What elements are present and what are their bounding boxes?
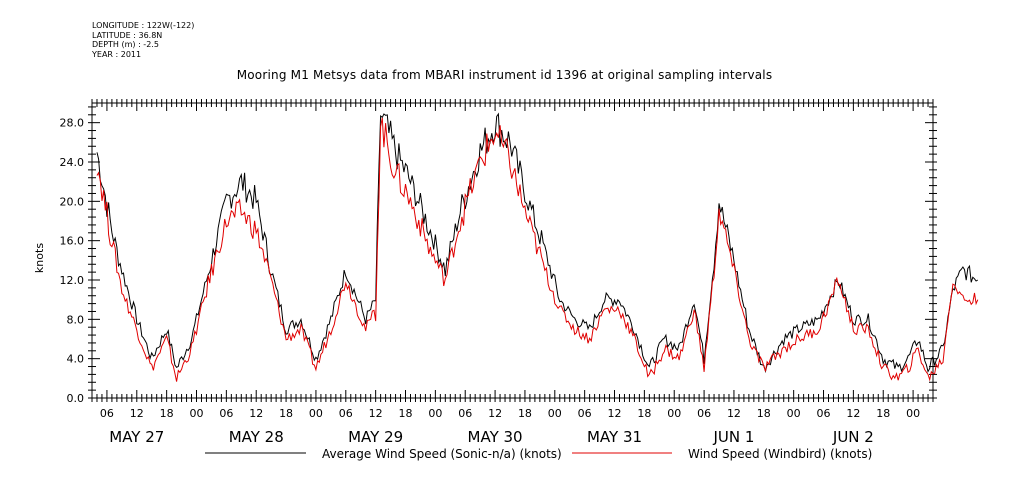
x-day-label: JUN 2	[832, 428, 874, 446]
x-tick-label: 00	[787, 407, 801, 420]
x-day-label: JUN 1	[712, 428, 754, 446]
y-axis: 0.0 4.0 8.0 12.0 16.0 20.0 24.0 28.0	[60, 106, 937, 405]
x-tick-label: 12	[846, 407, 860, 420]
y-tick-label: 28.0	[60, 117, 85, 130]
x-tick-label: 18	[279, 407, 293, 420]
x-tick-label: 18	[876, 407, 890, 420]
x-tick-label: 12	[130, 407, 144, 420]
x-tick-label: 18	[399, 407, 413, 420]
series-line-average-wind-speed	[96, 112, 979, 374]
legend-label-windbird: Wind Speed (Windbird) (knots)	[688, 447, 872, 461]
x-tick-label: 12	[727, 407, 741, 420]
x-day-label: MAY 30	[468, 428, 523, 446]
x-tick-label: 00	[309, 407, 323, 420]
metadata-block: LONGITUDE : 122W(-122) LATITUDE : 36.8N …	[92, 21, 194, 59]
x-tick-label: 06	[697, 407, 711, 420]
x-tick-label: 00	[190, 407, 204, 420]
x-tick-label: 18	[637, 407, 651, 420]
x-tick-label: 18	[160, 407, 174, 420]
y-axis-label: knots	[33, 243, 46, 273]
y-tick-label: 12.0	[60, 274, 85, 287]
x-tick-label: 00	[667, 407, 681, 420]
y-tick-label: 20.0	[60, 195, 85, 208]
year-text: YEAR : 2011	[92, 49, 142, 59]
plot-frame	[91, 102, 934, 399]
x-day-label: MAY 31	[587, 428, 642, 446]
x-day-label: MAY 29	[348, 428, 403, 446]
x-tick-label: 06	[578, 407, 592, 420]
x-day-label: MAY 27	[109, 428, 164, 446]
x-tick-label: 12	[369, 407, 383, 420]
x-tick-label: 06	[817, 407, 831, 420]
x-tick-label: 18	[757, 407, 771, 420]
x-tick-label: 12	[488, 407, 502, 420]
x-tick-label: 00	[548, 407, 562, 420]
x-day-label: MAY 28	[229, 428, 284, 446]
y-tick-label: 4.0	[67, 353, 85, 366]
chart-title: Mooring M1 Metsys data from MBARI instru…	[236, 68, 773, 82]
y-tick-label: 24.0	[60, 156, 85, 169]
x-tick-label: 06	[219, 407, 233, 420]
depth-text: DEPTH (m) : -2.5	[92, 40, 159, 50]
legend-label-average: Average Wind Speed (Sonic-n/a) (knots)	[322, 447, 562, 461]
x-axis: 06 12 18 00 06 12 18 00 06 12 18 00 06 12 18 00 06 12 18 00…	[91, 99, 934, 446]
longitude-text: LONGITUDE : 122W(-122)	[92, 21, 195, 30]
series-layer	[96, 112, 979, 382]
series-line-windbird-wind-speed	[96, 117, 979, 382]
plot-border	[91, 102, 934, 399]
x-tick-label: 06	[100, 407, 114, 420]
x-tick-label: 12	[608, 407, 622, 420]
x-tick-label: 12	[249, 407, 263, 420]
latitude-text: LATITUDE : 36.8N	[92, 30, 163, 40]
x-tick-label: 00	[906, 407, 920, 420]
x-tick-label: 06	[458, 407, 472, 420]
legend: Average Wind Speed (Sonic-n/a) (knots) W…	[205, 447, 872, 461]
y-tick-label: 16.0	[60, 235, 85, 248]
x-tick-label: 18	[518, 407, 532, 420]
x-tick-label: 06	[339, 407, 353, 420]
y-tick-label: 0.0	[67, 392, 85, 405]
x-tick-label: 00	[428, 407, 442, 420]
y-tick-label: 8.0	[67, 313, 85, 326]
